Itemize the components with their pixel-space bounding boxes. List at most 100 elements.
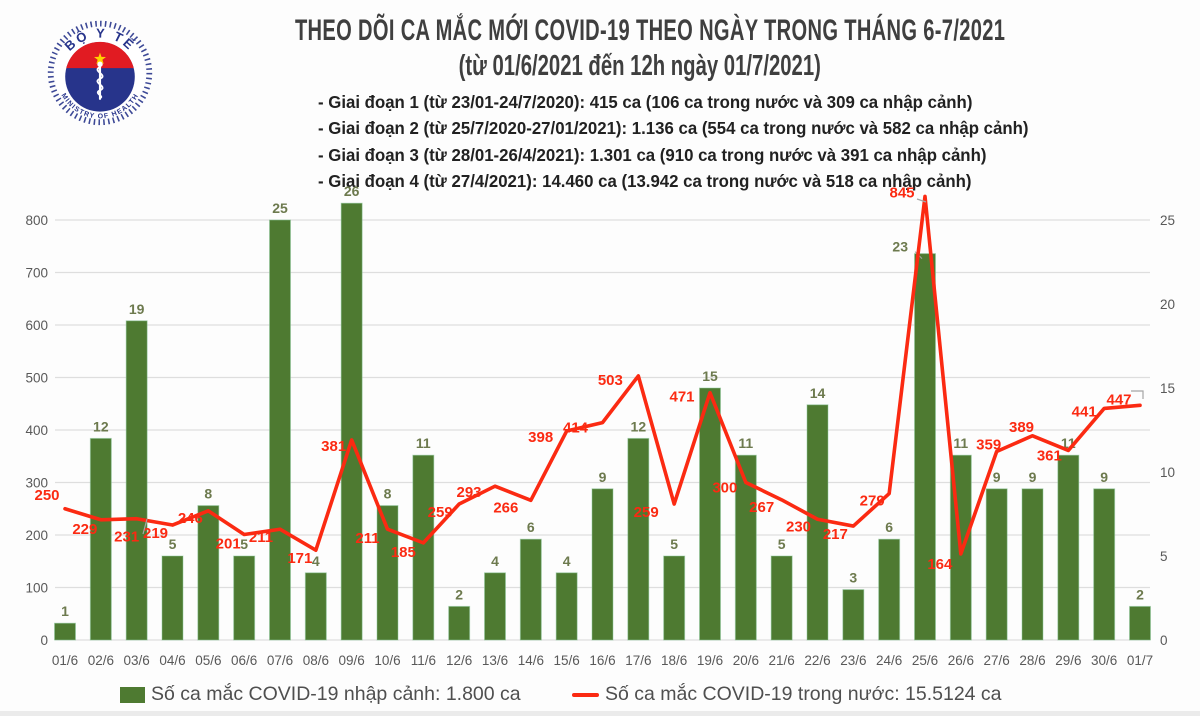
bar-12/6 (448, 605, 471, 641)
bar-08/6 (304, 572, 327, 641)
legend-line-label: Số ca mắc COVID-19 trong nước: 15.5124 c… (605, 683, 1002, 705)
x-tick-20/6: 20/6 (733, 653, 759, 668)
line-label-30/6: 441 (1072, 403, 1097, 420)
line-label-29/6: 361 (1037, 447, 1062, 464)
line-label-22/6: 230 (786, 518, 811, 535)
bar-06/6 (233, 555, 256, 641)
left-axis-tick-600: 600 (25, 318, 48, 333)
x-tick-24/6: 24/6 (876, 653, 902, 668)
line-label-13/6: 293 (456, 484, 481, 501)
left-axis-tick-500: 500 (25, 371, 48, 386)
line-label-03/6: 231 (114, 529, 139, 546)
line-label-02/6: 229 (72, 521, 97, 538)
legend-line-swatch (572, 692, 599, 697)
left-axis-tick-200: 200 (25, 528, 48, 543)
left-axis-tick-0: 0 (40, 633, 48, 648)
left-axis-tick-400: 400 (25, 423, 48, 438)
bar-label-12/6: 2 (455, 586, 463, 602)
right-axis-tick-20: 20 (1160, 297, 1175, 312)
x-tick-17/6: 17/6 (625, 653, 651, 668)
bar-label-22/6: 14 (810, 385, 826, 401)
bar-label-14/6: 6 (527, 519, 535, 535)
bar-05/6 (197, 505, 220, 641)
line-label-06/6: 201 (216, 535, 241, 552)
x-tick-08/6: 08/6 (303, 653, 329, 668)
page-title: THEO DÕI CA MẮC MỚI COVID-19 THEO NGÀY T… (294, 14, 1006, 47)
line-label-14/6: 266 (493, 499, 518, 516)
legend-bar-label: Số ca mắc COVID-19 nhập cảnh: 1.800 ca (151, 683, 521, 705)
logo-star-icon (94, 52, 106, 65)
x-tick-21/6: 21/6 (769, 653, 795, 668)
bar-label-28/6: 9 (1029, 469, 1037, 485)
line-label-26/6: 164 (927, 556, 953, 573)
x-tick-26/6: 26/6 (948, 653, 974, 668)
bar-label-08/6: 4 (312, 553, 320, 569)
x-tick-25/6: 25/6 (912, 653, 938, 668)
line-label-27/6: 359 (976, 437, 1001, 454)
bar-label-30/6: 9 (1100, 469, 1108, 485)
x-tick-29/6: 29/6 (1055, 653, 1081, 668)
phase-line-4: - Giai đoạn 4 (từ 27/4/2021): 14.460 ca … (318, 170, 972, 191)
bar-label-09/6: 26 (344, 183, 360, 199)
bar-21/6 (770, 555, 793, 641)
bar-label-24/6: 6 (885, 519, 893, 535)
ministry-of-health-logo: BỘ Y TẾ MINISTRY OF HEALTH (47, 20, 153, 126)
bar-label-26/6: 11 (953, 435, 968, 451)
logo-tick-ring (47, 20, 153, 126)
bar-01/6 (54, 622, 76, 641)
x-tick-10/6: 10/6 (374, 653, 400, 668)
bar-label-27/6: 9 (993, 469, 1001, 485)
bar-19/6 (699, 387, 721, 641)
bar-18/6 (663, 555, 686, 641)
x-tick-14/6: 14/6 (518, 653, 544, 668)
x-tick-09/6: 09/6 (339, 653, 365, 668)
x-tick-06/6: 06/6 (231, 653, 257, 668)
leader-845 (916, 198, 927, 203)
line-label-20/6: 300 (712, 480, 737, 497)
bar-label-19/6: 15 (702, 368, 718, 384)
bar-24/6 (878, 538, 901, 641)
bar-27/6 (985, 488, 1008, 641)
legend-bar-swatch (120, 686, 145, 703)
x-tick-12/6: 12/6 (446, 653, 472, 668)
bar-29/6 (1057, 454, 1080, 641)
bar-label-15/6: 4 (563, 553, 571, 569)
x-tick-22/6: 22/6 (804, 653, 830, 668)
bar-label-21/6: 5 (778, 536, 786, 552)
x-tick-05/6: 05/6 (195, 653, 221, 668)
left-axis-tick-300: 300 (25, 476, 48, 491)
line-label-12/6: 259 (428, 504, 453, 521)
x-tick-30/6: 30/6 (1091, 653, 1117, 668)
bar-label-17/6: 12 (631, 418, 647, 434)
line-label-04/6: 219 (143, 525, 168, 542)
line-label-21/6: 267 (749, 499, 774, 516)
bottom-strip (0, 711, 1200, 716)
bar-09/6 (340, 202, 363, 641)
bar-label-10/6: 8 (384, 486, 392, 502)
logo-asclepius-rod-icon (96, 61, 104, 100)
bar-label-11/6: 11 (416, 435, 431, 451)
bar-label-03/6: 19 (129, 301, 145, 317)
bar-label-07/6: 25 (272, 200, 288, 216)
phase-line-1: - Giai đoạn 1 (từ 23/01-24/7/2020): 415 … (318, 92, 973, 112)
line-label-25/6: 845 (889, 184, 914, 201)
leader-447 (1131, 390, 1144, 399)
right-axis-tick-15: 15 (1160, 381, 1175, 396)
bar-label-05/6: 8 (204, 486, 212, 502)
bar-16/6 (591, 488, 614, 641)
right-axis-tick-25: 25 (1160, 213, 1175, 228)
bar-03/6 (125, 320, 148, 641)
legend-bar-item: Số ca mắc COVID-19 nhập cảnh: 1.800 ca (120, 683, 521, 706)
x-tick-27/6: 27/6 (984, 653, 1010, 668)
line-label-08/6: 171 (287, 550, 312, 567)
x-tick-02/6: 02/6 (88, 653, 114, 668)
x-tick-03/6: 03/6 (124, 653, 150, 668)
line-label-16/6: 414 (563, 420, 589, 437)
line-label-28/6: 389 (1009, 419, 1034, 436)
phase-summary: - Giai đoạn 1 (từ 23/01-24/7/2020): 415 … (318, 89, 1058, 194)
bar-label-13/6: 4 (491, 553, 499, 569)
right-axis-tick-0: 0 (1160, 633, 1168, 648)
x-tick-23/6: 23/6 (840, 653, 866, 668)
